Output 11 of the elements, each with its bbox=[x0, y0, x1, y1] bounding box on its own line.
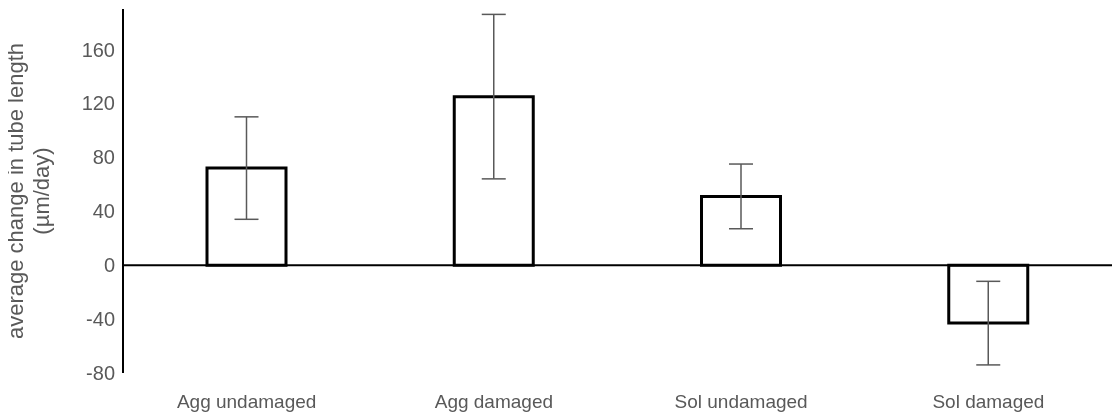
y-tick-label: 120 bbox=[81, 92, 115, 115]
x-tick-label: Sol undamaged bbox=[674, 391, 808, 413]
y-tick-label: 160 bbox=[81, 38, 115, 61]
y-tick-label: 40 bbox=[92, 200, 115, 223]
y-tick-label: 0 bbox=[103, 254, 115, 277]
y-tick-label: 80 bbox=[92, 146, 115, 169]
y-tick-label: -80 bbox=[86, 362, 115, 385]
y-tick-label: -40 bbox=[86, 308, 115, 331]
x-tick-label: Agg undamaged bbox=[176, 391, 317, 413]
x-tick-label: Agg damaged bbox=[434, 391, 554, 413]
x-tick-label: Sol damaged bbox=[932, 391, 1045, 413]
